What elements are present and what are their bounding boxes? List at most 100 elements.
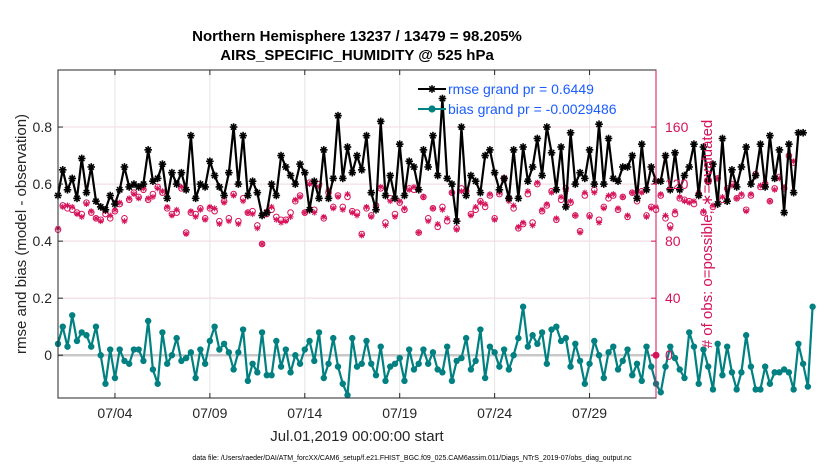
bias-point: [349, 334, 356, 342]
obs-evaluated-point: [766, 198, 773, 205]
rmse-point: [163, 194, 171, 203]
rmse-point: [206, 157, 214, 166]
bias-point: [107, 346, 114, 353]
obs-evaluated-point: [168, 212, 175, 219]
rmse-point: [220, 191, 228, 200]
rmse-point: [680, 171, 689, 180]
bias-point: [595, 352, 603, 359]
obs-evaluated-point: [64, 202, 71, 209]
obs-evaluated-point: [221, 199, 228, 206]
obs-evaluated-point: [643, 213, 650, 220]
obs-evaluated-point: [69, 203, 76, 210]
obs-evaluated-point: [738, 191, 745, 198]
rmse-point: [471, 177, 480, 186]
bias-point: [633, 360, 641, 367]
obs-evaluated-point: [619, 193, 626, 200]
obs-evaluated-point: [534, 179, 541, 186]
bias-point: [391, 360, 399, 367]
bias-point: [799, 360, 807, 367]
bias-point: [610, 343, 617, 350]
bias-point: [163, 360, 171, 367]
rmse-point: [509, 146, 518, 154]
rmse-point: [82, 188, 91, 197]
rmse-point: [272, 191, 281, 200]
bias-point: [728, 369, 736, 376]
bias-point: [424, 360, 432, 367]
bias-point: [766, 380, 774, 387]
rmse-point: [785, 140, 793, 148]
rmse-point: [144, 146, 152, 154]
obs-evaluated-point: [377, 183, 384, 190]
rmse-point: [524, 177, 532, 186]
rmse-point: [604, 134, 613, 143]
rmse-point: [457, 123, 466, 131]
rmse-point: [87, 163, 96, 171]
bias-point: [182, 354, 190, 362]
bias-point: [144, 317, 152, 325]
obs-evaluated-point: [278, 219, 285, 226]
rmse-point: [158, 160, 167, 168]
rmse-point: [429, 131, 437, 140]
legend-rmse-marker: [428, 85, 436, 93]
bias-point: [187, 349, 195, 356]
obs-evaluated-point: [733, 195, 740, 202]
bias-point: [453, 357, 460, 365]
rmse-point: [728, 166, 736, 174]
bias-point: [572, 340, 579, 348]
rmse-point: [120, 163, 129, 171]
obs-evaluated-point: [301, 209, 308, 216]
bias-point: [776, 369, 783, 376]
obs-evaluated-point: [434, 221, 441, 228]
rmse-point: [187, 131, 195, 140]
obs-evaluated-point: [515, 223, 522, 230]
bias-point: [686, 329, 693, 336]
bias-point: [709, 386, 717, 393]
obs-evaluated-point: [467, 212, 474, 219]
bias-point: [401, 377, 408, 385]
rmse-point: [419, 146, 428, 154]
rmse-point: [139, 180, 148, 188]
rmse-point: [666, 185, 675, 194]
obs-evaluated-point: [335, 193, 342, 200]
bias-point: [258, 329, 266, 336]
rmse-point: [766, 131, 774, 140]
rmse-point: [557, 143, 565, 151]
bias-point: [178, 357, 185, 365]
rmse-point: [73, 194, 81, 203]
bias-point: [206, 337, 214, 345]
bias-point: [235, 349, 242, 356]
bias-point: [491, 349, 498, 356]
legend-bias-marker: [428, 105, 436, 113]
bias-point: [330, 334, 337, 342]
bias-point: [201, 360, 209, 367]
rmse-point: [780, 208, 788, 217]
rmse-point: [433, 171, 442, 180]
obs-evaluated-point: [548, 189, 555, 196]
rmse-point: [277, 151, 285, 160]
rmse-point: [747, 180, 755, 188]
obs-evaluated-point: [273, 216, 280, 223]
obs-evaluated-point: [615, 205, 622, 212]
x-tick-label: 07/29: [572, 405, 607, 421]
obs-evaluated-point: [306, 181, 313, 188]
rmse-point: [291, 180, 300, 188]
obs-evaluated-point: [225, 218, 232, 225]
rmse-point: [495, 185, 504, 194]
obs-evaluated-point: [638, 189, 645, 196]
bias-point: [78, 329, 85, 336]
bias-point: [277, 363, 285, 370]
bias-point: [116, 346, 123, 353]
rmse-point: [305, 205, 314, 214]
y-left-tick-label: 0.8: [33, 119, 53, 135]
rmse-point: [623, 163, 632, 171]
obs-evaluated-point: [173, 206, 180, 213]
bias-point: [244, 377, 252, 385]
obs-evaluated-point: [520, 219, 527, 226]
obs-evaluated-point: [320, 213, 327, 220]
bias-point: [315, 329, 323, 336]
obs-evaluated-point: [596, 219, 603, 226]
y-left-tick-label: 0.6: [33, 176, 53, 192]
bias-point: [282, 346, 290, 353]
rmse-point: [694, 191, 703, 200]
